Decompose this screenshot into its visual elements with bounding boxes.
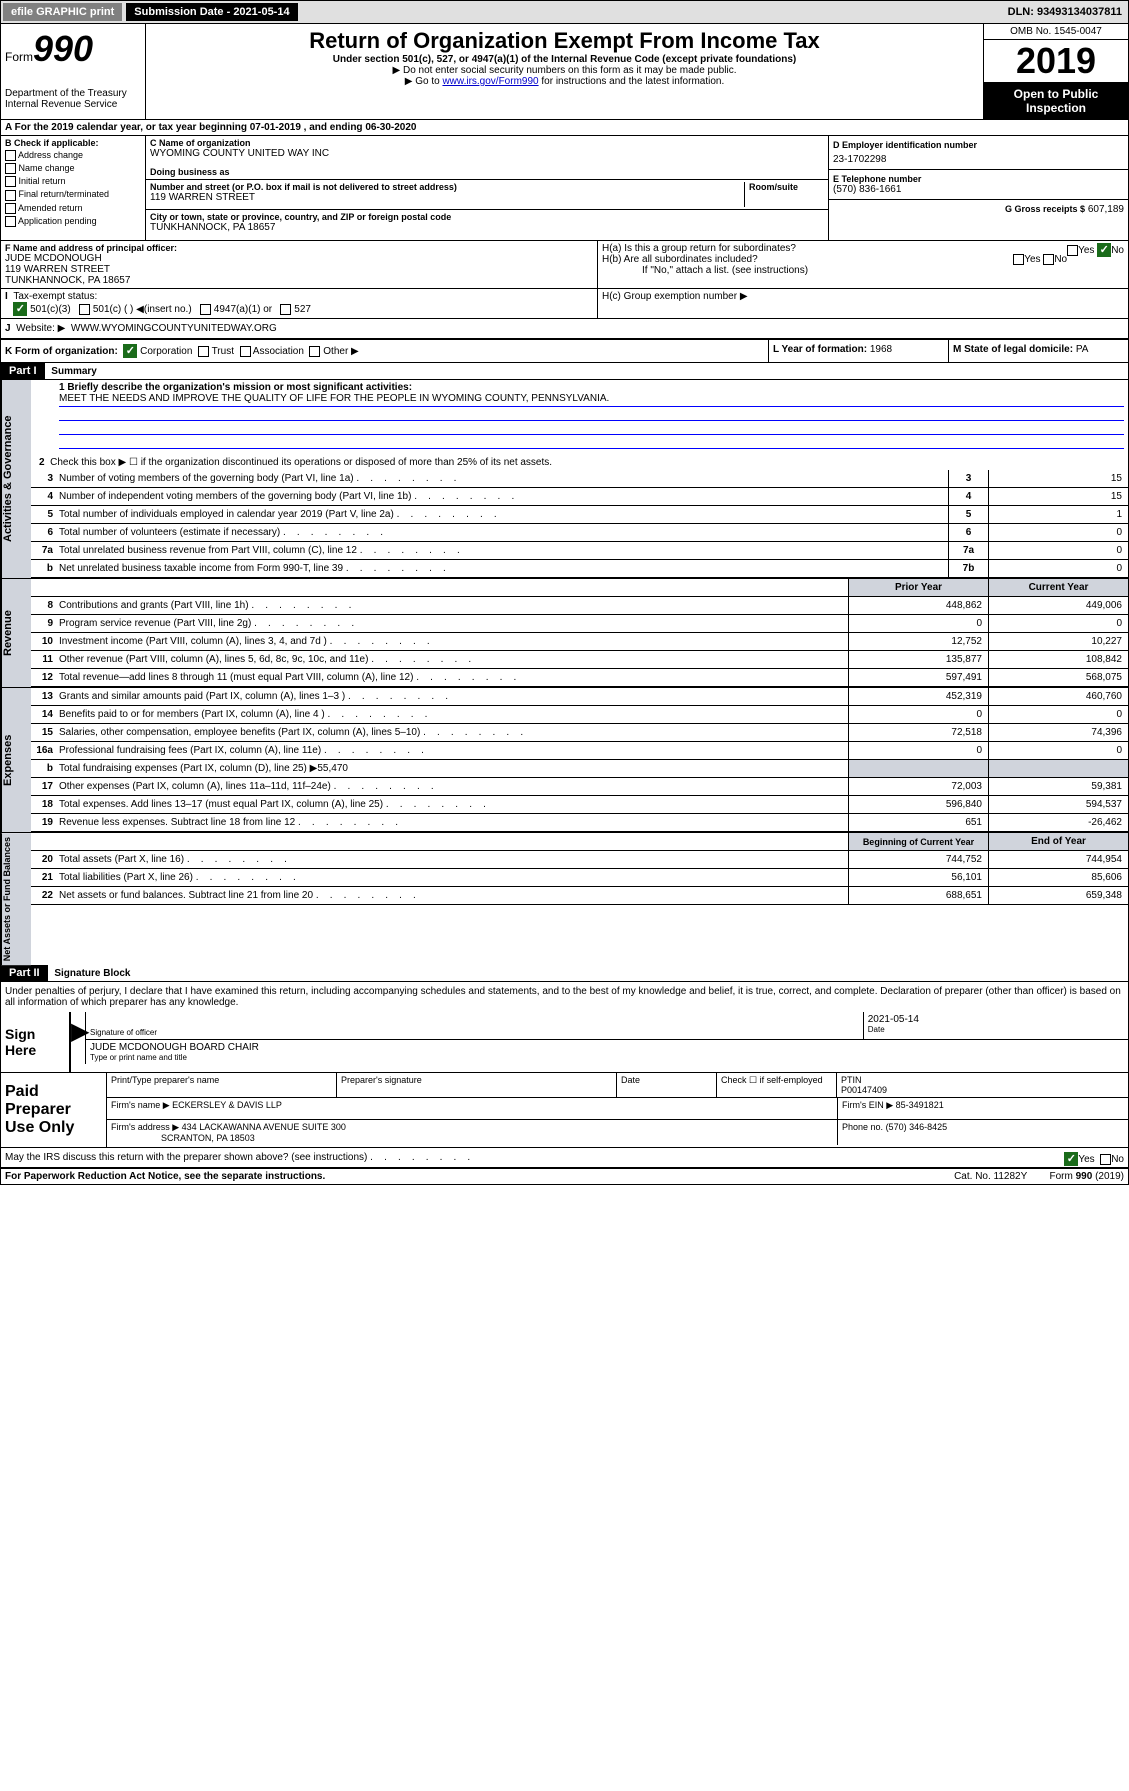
box-hc: H(c) Group exemption number ▶ (598, 289, 1128, 318)
box-f: F Name and address of principal officer:… (1, 241, 598, 288)
part1-header: Part I (1, 363, 45, 379)
form-number-cell: Form990 Department of the Treasury Inter… (1, 24, 146, 119)
tab-revenue: Revenue (1, 579, 31, 687)
period-row: A For the 2019 calendar year, or tax yea… (1, 120, 1128, 136)
year-cell: OMB No. 1545-0047 2019 Open to Public In… (983, 24, 1128, 119)
prior-year-header: Prior Year (848, 579, 988, 596)
box-c: C Name of organization WYOMING COUNTY UN… (146, 136, 828, 240)
box-m: M State of legal domicile: PA (948, 340, 1128, 362)
box-b: B Check if applicable: Address change Na… (1, 136, 146, 240)
sign-here-label: Sign Here (1, 1012, 71, 1072)
box-j: J Website: ▶ WWW.WYOMINGCOUNTYUNITEDWAY.… (1, 319, 1128, 338)
title-cell: Return of Organization Exempt From Incom… (146, 24, 983, 119)
instructions-link[interactable]: www.irs.gov/Form990 (442, 76, 538, 87)
perjury-text: Under penalties of perjury, I declare th… (1, 982, 1128, 1012)
arrow-icon: ▶ (71, 1012, 85, 1072)
efile-button[interactable]: efile GRAPHIC print (3, 3, 122, 21)
footer-left: For Paperwork Reduction Act Notice, see … (5, 1171, 325, 1182)
paid-preparer-label: Paid Preparer Use Only (1, 1073, 106, 1147)
current-year-header: Current Year (988, 579, 1128, 596)
tab-net-assets: Net Assets or Fund Balances (1, 833, 31, 965)
discuss-row: May the IRS discuss this return with the… (1, 1148, 1128, 1169)
box-l: L Year of formation: 1968 (768, 340, 948, 362)
part2-header: Part II (1, 965, 48, 981)
box-i: I Tax-exempt status: ✓ 501(c)(3) 501(c) … (1, 289, 598, 318)
box-h: H(a) Is this a group return for subordin… (598, 241, 1128, 288)
dept-label: Department of the Treasury Internal Reve… (5, 88, 141, 110)
submission-date: Submission Date - 2021-05-14 (126, 3, 297, 21)
form-title: Return of Organization Exempt From Incom… (150, 28, 979, 54)
box-k: K Form of organization: ✓ Corporation Tr… (1, 340, 768, 362)
right-col: D Employer identification number 23-1702… (828, 136, 1128, 240)
tab-governance: Activities & Governance (1, 380, 31, 578)
dln-label: DLN: 93493134037811 (1008, 6, 1126, 18)
tab-expenses: Expenses (1, 688, 31, 832)
mission-text: MEET THE NEEDS AND IMPROVE THE QUALITY O… (59, 393, 1124, 407)
